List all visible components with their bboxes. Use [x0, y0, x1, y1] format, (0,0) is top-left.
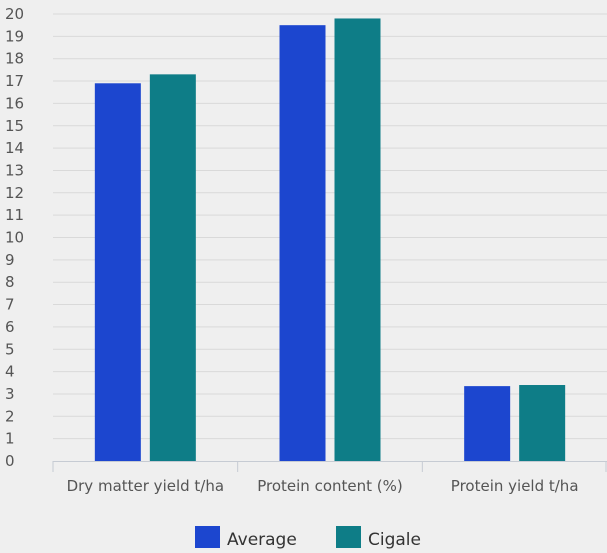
legend-swatch	[336, 526, 361, 548]
y-tick-label: 14	[5, 139, 24, 157]
gridlines	[53, 13, 607, 440]
y-tick-label: 12	[5, 184, 24, 202]
legend-item-cigale[interactable]: Cigale	[336, 526, 421, 550]
category-label: Protein yield t/ha	[451, 477, 579, 495]
y-tick-label: 4	[5, 363, 15, 381]
y-tick-label: 16	[5, 94, 24, 112]
y-tick-label: 13	[5, 161, 24, 179]
y-tick-label: 7	[5, 296, 15, 314]
y-tick-label: 3	[5, 385, 15, 403]
y-tick-label: 2	[5, 407, 15, 425]
y-tick-label: 6	[5, 318, 15, 336]
category-label: Protein content (%)	[257, 477, 403, 495]
y-tick-label: 10	[5, 229, 24, 247]
legend-swatch	[195, 526, 220, 548]
y-tick-label: 0	[5, 452, 15, 470]
y-tick-label: 19	[5, 27, 24, 45]
y-tick-label: 5	[5, 340, 15, 358]
category-label: Dry matter yield t/ha	[67, 477, 224, 495]
legend-label: Cigale	[368, 530, 421, 550]
bar-cigale[interactable]	[149, 74, 196, 461]
legend-label: Average	[227, 530, 297, 550]
legend[interactable]: Average Cigale	[195, 526, 421, 550]
x-axis-ticks	[52, 461, 607, 472]
category-labels: Dry matter yield t/ha Protein content (%)…	[67, 477, 579, 495]
y-tick-label: 20	[5, 5, 24, 23]
bars	[94, 18, 566, 462]
y-tick-label: 15	[5, 117, 24, 135]
y-tick-label: 17	[5, 72, 24, 90]
y-tick-label: 8	[5, 273, 15, 291]
bar-average[interactable]	[464, 386, 511, 461]
bar-average[interactable]	[279, 25, 326, 462]
y-tick-label: 9	[5, 251, 15, 269]
y-tick-label: 18	[5, 50, 24, 68]
y-tick-label: 1	[5, 430, 15, 448]
y-tick-label: 11	[5, 206, 24, 224]
bar-cigale[interactable]	[334, 18, 381, 461]
legend-item-average[interactable]: Average	[195, 526, 297, 550]
bar-cigale[interactable]	[519, 385, 566, 461]
bar-average[interactable]	[94, 83, 141, 461]
